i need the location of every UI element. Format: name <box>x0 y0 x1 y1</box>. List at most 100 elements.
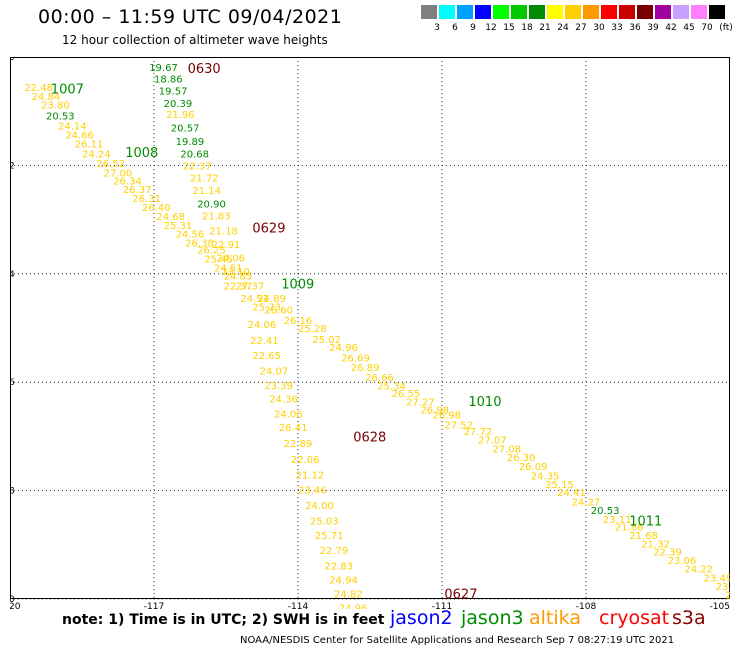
wave-height-point: 21.12 <box>296 470 325 481</box>
wave-height-point: 24.66 <box>65 131 94 142</box>
wave-height-point: 23.10 <box>221 267 250 278</box>
wave-height-point: 26.60 <box>264 306 293 317</box>
y-tick-label: -54 <box>10 270 15 280</box>
legend-swatch <box>511 5 527 19</box>
wave-height-point: 26.66 <box>365 373 394 384</box>
wave-height-point: 24.96 <box>339 604 368 609</box>
wave-height-point: 26.34 <box>113 177 142 188</box>
wave-height-point: 24.06 <box>274 410 303 421</box>
wave-height-point: 22.37 <box>224 282 253 293</box>
wave-height-point: 24.89 <box>257 294 286 305</box>
wave-height-point: 24.84 <box>32 92 61 103</box>
wave-height-point: 23.33 <box>725 591 730 602</box>
legend-label: 70 <box>701 23 713 33</box>
wave-height-point: 19.57 <box>159 87 188 98</box>
wave-height-point: 26.98 <box>420 405 449 416</box>
wave-height-point: 27.37 <box>236 282 265 293</box>
wave-height-point: 24.14 <box>58 121 87 132</box>
wave-height-point: 24.94 <box>329 575 358 586</box>
wave-height-point: 20.39 <box>164 99 193 110</box>
wave-height-point: 25.03 <box>310 516 339 527</box>
y-tick-label: -52 <box>10 161 15 171</box>
wave-height-point: 26.55 <box>392 389 421 400</box>
legend-unit: (ft) <box>719 23 733 33</box>
x-tick-label: -105 <box>710 602 730 609</box>
pass-time-label: 1009 <box>281 278 314 293</box>
legend-swatch <box>655 5 671 19</box>
wave-height-point: 26.52 <box>96 159 125 170</box>
legend-swatch <box>457 5 473 19</box>
wave-height-point: 24.00 <box>305 501 334 512</box>
pass-time-label: 0627 <box>444 588 477 603</box>
x-tick-label: -114 <box>288 602 309 609</box>
wave-height-point: 24.22 <box>684 565 713 576</box>
satellite-name: s3a <box>672 607 706 629</box>
wave-height-point: 21.86 <box>615 522 644 533</box>
y-tick-label: -60 <box>10 595 15 605</box>
pass-time-label: 1011 <box>629 514 662 529</box>
wave-height-point: 26.11 <box>75 140 104 151</box>
wave-height-point: 25.71 <box>315 531 344 542</box>
credit-line: NOAA/NESDIS Center for Satellite Applica… <box>240 635 675 646</box>
wave-height-point: 27.07 <box>478 436 507 447</box>
wave-height-point: 24.51 <box>214 263 243 274</box>
x-tick-label: -108 <box>576 602 597 609</box>
wave-height-point: 26.89 <box>351 363 380 374</box>
wave-height-point: 20.53 <box>591 506 620 517</box>
wave-height-point: 22.06 <box>291 455 320 466</box>
wave-height-point: 24.36 <box>269 394 298 405</box>
wave-height-point: 22.83 <box>324 561 353 572</box>
y-tick-label: -58 <box>10 487 15 497</box>
wave-height-point: 25.31 <box>164 221 193 232</box>
footer-note: note: 1) Time is in UTC; 2) SWH is in fe… <box>62 612 385 628</box>
wave-height-point: 24.27 <box>572 497 601 508</box>
legend-label: 9 <box>470 23 476 33</box>
wave-height-point: 24.07 <box>260 366 289 377</box>
wave-height-point: 25.45 <box>204 255 233 266</box>
wave-height-point: 26.98 <box>432 411 461 422</box>
wave-height-point: 24.24 <box>82 149 111 160</box>
wave-height-point: 25.02 <box>312 335 341 346</box>
wave-height-point: 22.37 <box>183 161 212 172</box>
wave-height-point: 26.69 <box>341 353 370 364</box>
wave-height-point: 24.82 <box>334 590 363 601</box>
wave-height-point: 23.80 <box>41 101 70 112</box>
wave-height-point: 26.38 <box>185 238 214 249</box>
pass-time-label: 1010 <box>468 395 501 410</box>
legend-label: 39 <box>647 23 659 33</box>
wave-height-point: 27.00 <box>104 168 133 179</box>
wave-height-point: 24.06 <box>216 254 245 265</box>
legend-swatch <box>673 5 689 19</box>
legend-label: 21 <box>539 23 551 33</box>
wave-height-point: 22.48 <box>24 83 53 94</box>
legend-label: 18 <box>521 23 533 33</box>
wave-height-point: 24.56 <box>176 230 205 241</box>
wave-height-point: 26.30 <box>507 453 536 464</box>
wave-height-point: 27.52 <box>444 420 473 431</box>
wave-height-point: 24.96 <box>329 343 358 354</box>
x-tick-label: -111 <box>432 602 452 609</box>
wave-height-point: 24.51 <box>240 294 269 305</box>
satellite-name: altika <box>529 607 581 629</box>
wave-height-point: 23.39 <box>264 381 293 392</box>
legend-swatch <box>475 5 491 19</box>
wave-height-point: 26.25 <box>197 245 226 256</box>
satellite-name: jason2 <box>390 607 453 629</box>
wave-height-point: 19.89 <box>176 137 205 148</box>
wave-height-point: 19.67 <box>149 63 178 74</box>
pass-time-label: 0630 <box>188 62 221 77</box>
wave-height-point: 26.37 <box>123 185 152 196</box>
pass-time-label: 0628 <box>353 430 386 445</box>
legend-label: 12 <box>485 23 497 33</box>
pass-time-label: 0629 <box>252 222 285 237</box>
legend-label: 45 <box>683 23 695 33</box>
wave-height-point: 20.53 <box>46 112 75 123</box>
wave-height-point: 21.68 <box>629 531 658 542</box>
legend-swatch <box>421 5 437 19</box>
x-tick-label: -120 <box>10 602 21 609</box>
plot-area: -120 -117 -114 -111 -108 -105 -50 -52 -54 -56 -58 -… <box>10 57 730 609</box>
wave-height-point: 27.72 <box>464 427 493 438</box>
chart-title: 00:00 – 11:59 UTC 09/04/2021 <box>38 6 343 28</box>
wave-height-point: 21.96 <box>166 110 195 121</box>
wave-height-point: 27.27 <box>406 398 435 409</box>
